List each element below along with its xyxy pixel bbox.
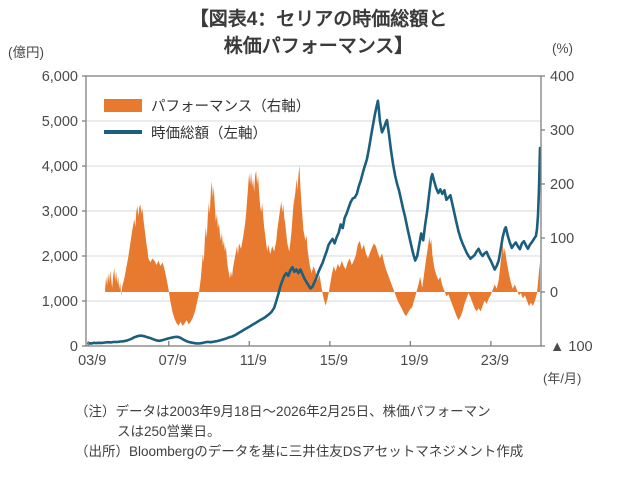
chart-title-line1: 【図表4：セリアの時価総額と	[189, 9, 448, 30]
right-axis-tick-label: 300	[550, 123, 574, 139]
left-axis-tick-label: 2,000	[42, 249, 78, 265]
right-axis-tick-label: 100	[550, 231, 574, 247]
note-line-2: スは250営業日。	[117, 424, 221, 439]
x-axis-tick-label: 15/9	[320, 353, 348, 369]
x-axis-tick-label: 11/9	[240, 353, 267, 369]
market-cap-line-series	[86, 99, 542, 345]
legend-label-performance: パフォーマンス（右軸）	[151, 98, 311, 115]
market-cap-line-swatch-icon	[104, 130, 142, 134]
performance-area-swatch-icon	[104, 98, 142, 112]
x-axis-tick-label: 03/9	[78, 353, 106, 369]
left-axis-unit-label: (億円)	[8, 45, 44, 60]
right-axis-unit-label: (%)	[552, 41, 573, 56]
performance-area-series	[105, 165, 540, 326]
left-axis-tick-label: 1,000	[42, 294, 78, 310]
right-axis-tick-label: 0	[550, 285, 558, 301]
left-axis-tick-label: 4,000	[42, 159, 78, 175]
chart-legend: パフォーマンス（右軸） 時価総額（左軸）	[104, 94, 310, 148]
right-axis-tick-label: 400	[550, 69, 574, 85]
right-axis-tick-label: 200	[550, 177, 574, 193]
legend-label-market-cap: 時価総額（左軸）	[151, 125, 267, 142]
left-axis-tick-label: 0	[70, 339, 78, 355]
x-axis-tick-label: 19/9	[400, 353, 428, 369]
chart-title-line2: 株価パフォーマンス】	[223, 36, 414, 57]
left-axis-tick-label: 5,000	[42, 114, 78, 130]
left-axis-tick-label: 3,000	[42, 204, 78, 220]
legend-item-market-cap: 時価総額（左軸）	[104, 121, 310, 143]
legend-item-performance: パフォーマンス（右軸）	[104, 94, 310, 116]
x-axis-unit-label: (年/月)	[543, 371, 582, 386]
left-axis-tick-label: 6,000	[42, 69, 78, 85]
chart-plot-area: 6,000 5,000 4,000 3,000 2,000 1,000 0 400 300 200…	[42, 69, 593, 369]
x-axis-tick-label: 07/9	[159, 353, 187, 369]
chart-title: 【図表4：セリアの時価総額と 株価パフォーマンス】	[0, 6, 637, 60]
note-line-1: （注）データは2003年9月18日～2026年2月25日、株価パフォーマン	[75, 404, 491, 419]
note-line-3: （出所）Bloombergのデータを基に三井住友DSアセットマネジメント作成	[75, 444, 524, 459]
right-axis-tick-label: ▲ 100	[550, 339, 593, 355]
x-axis-tick-label: 23/9	[481, 353, 509, 369]
